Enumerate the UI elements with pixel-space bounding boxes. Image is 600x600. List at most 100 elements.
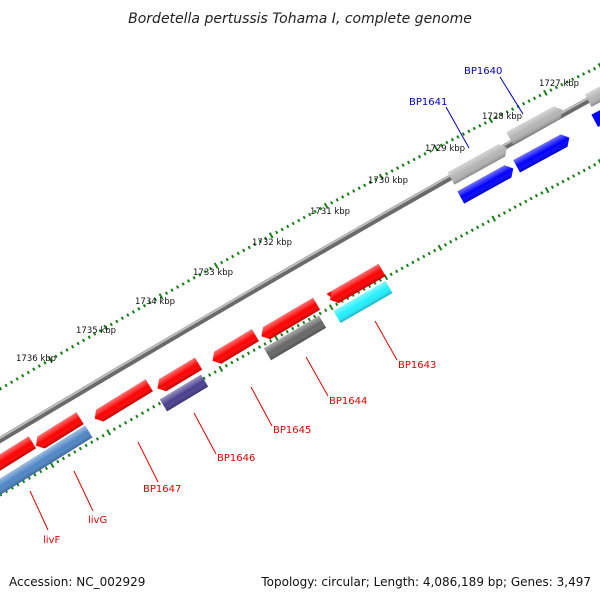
leader-line-livf (29, 490, 49, 531)
gene-bp1647-upper-arrow[interactable] (91, 379, 153, 424)
gene-label-livf[interactable]: livF (43, 535, 60, 546)
minor-tick (126, 313, 130, 317)
minor-tick (465, 231, 469, 235)
minor-tick (192, 276, 196, 280)
minor-tick (357, 186, 361, 190)
minor-tick (0, 492, 3, 497)
minor-tick (510, 107, 515, 111)
minor-tick (32, 367, 36, 371)
minor-tick (527, 99, 531, 103)
kbp-label: 1728 kbp (482, 112, 522, 122)
gene-label-bp1645[interactable]: BP1645 (273, 425, 311, 436)
gene-bp1643-arrow[interactable] (333, 280, 393, 324)
minor-tick (432, 248, 437, 253)
minor-tick (406, 160, 411, 165)
minor-tick (556, 182, 560, 187)
minor-tick (101, 433, 105, 438)
minor-tick (330, 201, 334, 205)
minor-tick (297, 218, 301, 223)
minor-tick (236, 251, 240, 256)
minor-tick (93, 332, 97, 336)
leader-line-bp1645 (250, 386, 273, 427)
gene-livg-upper-arrow[interactable] (32, 412, 84, 451)
minor-tick (587, 69, 591, 74)
minor-tick (554, 85, 558, 90)
gene-label-bp1641[interactable]: BP1641 (409, 97, 447, 108)
genome-backbone (0, 90, 600, 444)
minor-tick (109, 322, 113, 327)
minor-tick (302, 320, 306, 325)
minor-tick (363, 183, 367, 188)
kbp-label: 1733 kbp (193, 268, 233, 278)
gene-livf-upper-arrow[interactable] (0, 436, 37, 475)
minor-tick (534, 193, 539, 198)
minor-tick (475, 225, 480, 230)
leader-line-bp1646 (193, 412, 217, 455)
kbp-label-group: 1727 kbp 1728 kbp 1729 kbp 1730 kbp 1731… (16, 79, 579, 364)
kbp-label: 1727 kbp (539, 79, 579, 89)
minor-tick (120, 316, 124, 320)
major-tick (106, 429, 112, 436)
minor-tick (335, 198, 339, 202)
gene-bp1641-blue-arrow[interactable] (457, 162, 516, 204)
outer-tick-track (0, 62, 600, 391)
minor-tick (481, 222, 485, 227)
minor-tick (521, 101, 526, 106)
minor-tick (157, 401, 162, 406)
minor-tick (87, 335, 91, 339)
minor-tick (280, 227, 284, 232)
minor-tick (412, 157, 416, 162)
gene-bp1645-upper-arrow[interactable] (209, 329, 260, 367)
gene-bp1646-upper-arrow[interactable] (154, 357, 203, 395)
minor-tick (153, 297, 158, 302)
gene-label-livg[interactable]: livG (88, 515, 107, 526)
minor-tick (445, 140, 449, 145)
minor-tick (81, 338, 86, 343)
minor-tick (84, 443, 88, 448)
minor-tick (39, 469, 43, 474)
minor-tick (135, 414, 139, 419)
gene-bp1642-arrow[interactable] (326, 263, 386, 306)
minor-tick (576, 74, 580, 79)
minor-tick (118, 424, 122, 428)
minor-tick (467, 129, 471, 134)
major-tick (49, 461, 55, 469)
minor-tick (15, 377, 19, 381)
gene-label-bp1646[interactable]: BP1646 (217, 453, 255, 464)
minor-tick (313, 314, 317, 319)
gene-bp1640-arrow[interactable] (506, 104, 565, 145)
minor-tick (587, 165, 592, 170)
gene-label-bp1643[interactable]: BP1643 (398, 360, 436, 371)
gene-bp1641-arrow[interactable] (447, 141, 511, 185)
accession-text: Accession: NC_002929 (9, 575, 145, 589)
minor-tick (230, 360, 234, 365)
gene-bp1640-blue-arrow[interactable] (513, 132, 572, 173)
gene-livg-arrow[interactable] (0, 425, 93, 495)
kbp-label: 1730 kbp (368, 176, 408, 186)
minor-tick (137, 307, 141, 311)
minor-tick (253, 242, 257, 247)
minor-tick (335, 302, 339, 307)
minor-tick (181, 282, 185, 286)
minor-tick (129, 417, 133, 422)
major-tick (437, 244, 443, 251)
gene-bp1646-arrow[interactable] (159, 374, 209, 412)
gene-label-bp1640[interactable]: BP1640 (464, 66, 502, 77)
minor-tick (401, 163, 405, 167)
gene-bp1644-upper-arrow[interactable] (258, 297, 321, 343)
minor-tick (456, 135, 460, 139)
minor-tick (257, 345, 262, 349)
minor-tick (565, 80, 569, 84)
gene-label-bp1644[interactable]: BP1644 (329, 396, 367, 407)
minor-tick (241, 354, 245, 359)
gene-bp1640-fragment (584, 85, 600, 107)
minor-tick (231, 254, 235, 259)
minor-tick (423, 152, 427, 156)
leader-line-bp1641 (445, 106, 470, 149)
gene-bp1644-arrow[interactable] (263, 315, 327, 361)
minor-tick (540, 191, 544, 195)
minor-tick (44, 466, 49, 471)
gene-label-bp1647[interactable]: BP1647 (143, 484, 181, 495)
minor-tick (532, 96, 537, 101)
